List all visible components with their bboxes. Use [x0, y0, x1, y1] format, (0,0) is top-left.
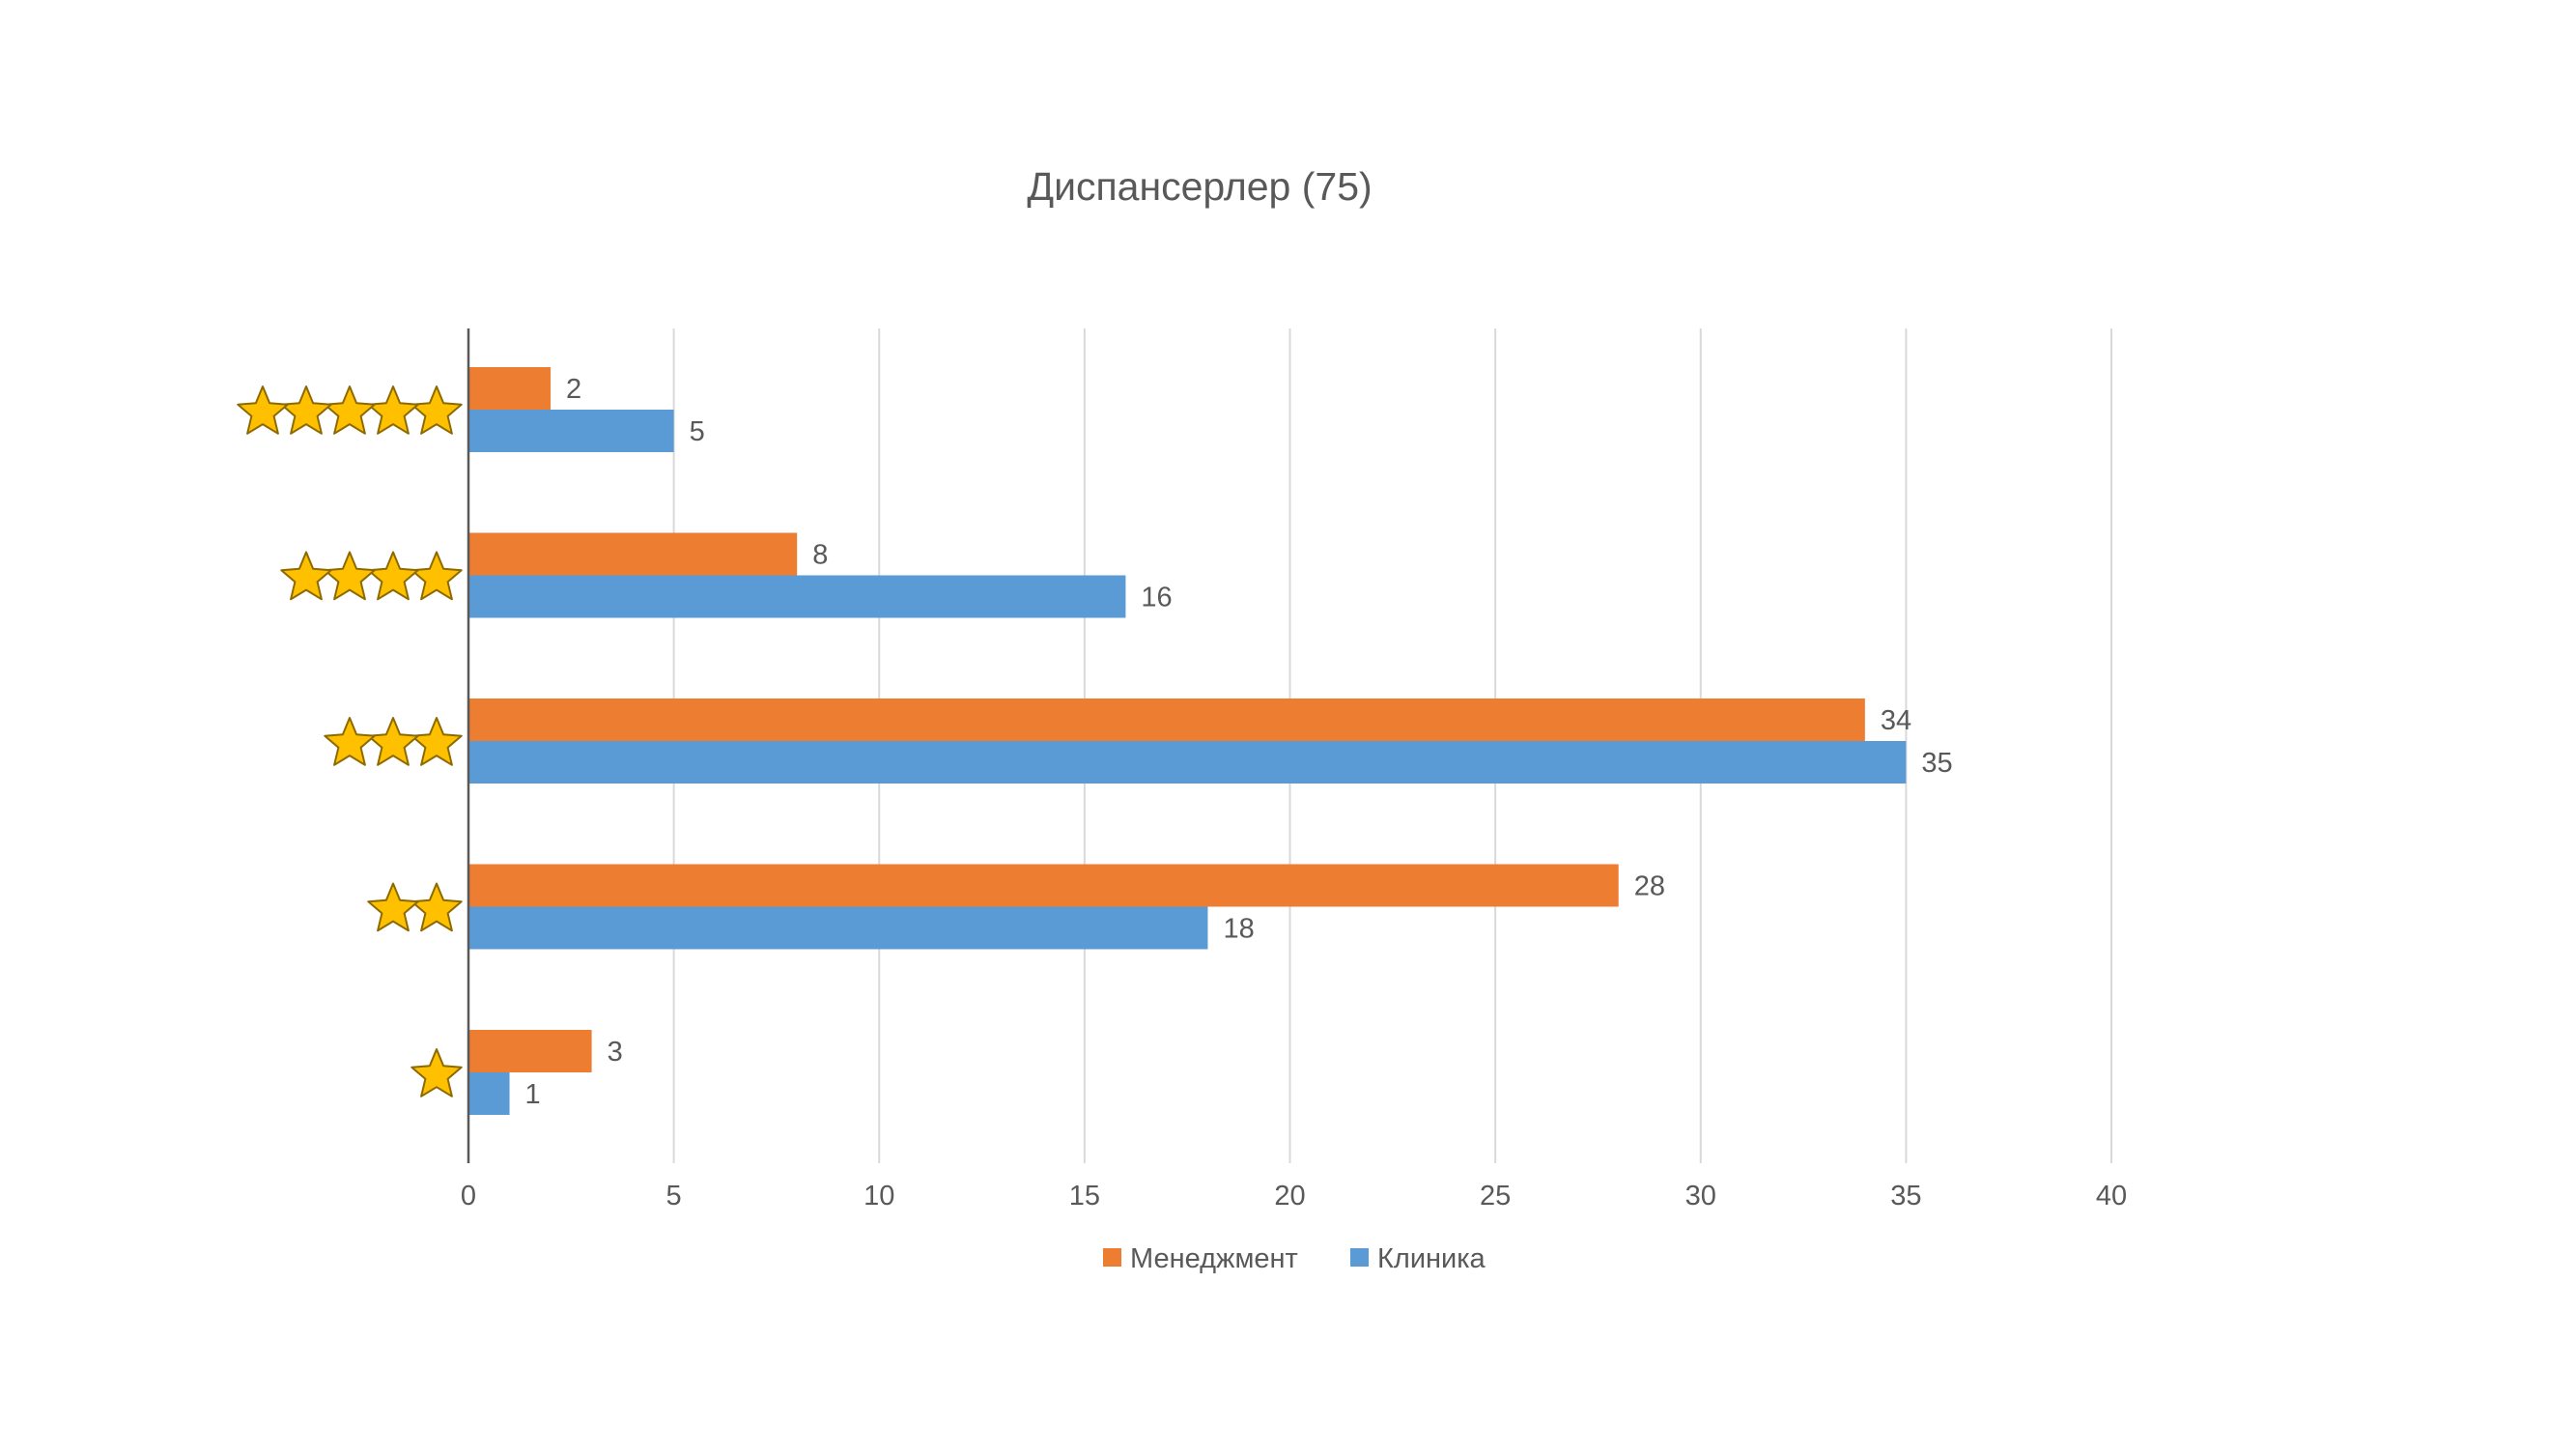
bar-clinic — [468, 741, 1907, 784]
x-tick-label: 20 — [1274, 1181, 1305, 1212]
star-icon — [410, 551, 463, 601]
legend[interactable]: Менеджмент Клиника — [1103, 1243, 1486, 1274]
legend-swatch — [1103, 1248, 1121, 1267]
bar-clinic — [468, 410, 674, 452]
data-label: 18 — [1223, 914, 1254, 945]
data-label: 16 — [1141, 583, 1172, 613]
star-icon — [367, 385, 419, 435]
bar-management — [468, 1030, 592, 1072]
star-icon — [410, 882, 463, 932]
star-icon — [367, 717, 419, 766]
star-icon — [324, 385, 376, 435]
legend-item-clinic[interactable]: Клиника — [1350, 1243, 1486, 1274]
star-icon — [324, 551, 376, 601]
x-tick-label: 30 — [1685, 1181, 1716, 1212]
data-label: 28 — [1634, 871, 1665, 902]
legend-label: Клиника — [1377, 1243, 1486, 1274]
legend-item-management[interactable]: Менеджмент — [1103, 1243, 1298, 1274]
star-icon — [324, 717, 376, 766]
star-icon — [410, 1048, 463, 1098]
star-icon — [410, 385, 463, 435]
data-label: 35 — [1921, 748, 1952, 779]
data-labels: 2 5 8 16 34 35 28 18 3 1 — [525, 374, 1953, 1110]
x-tick-label: 15 — [1069, 1181, 1100, 1212]
star-icon — [237, 385, 289, 435]
x-tick-label: 25 — [1480, 1181, 1511, 1212]
x-tick-label: 40 — [2096, 1181, 2127, 1212]
data-label: 8 — [812, 540, 828, 571]
star-icon — [280, 385, 332, 435]
chart-title: Диспансерлер (75) — [1027, 164, 1372, 209]
bar-clinic — [468, 575, 1126, 618]
category-stars — [237, 385, 463, 1098]
bar-management — [468, 367, 552, 410]
legend-swatch — [1350, 1248, 1369, 1267]
x-tick-label: 0 — [461, 1181, 476, 1212]
star-icon — [367, 882, 419, 932]
star-icon — [410, 717, 463, 766]
bar-management — [468, 698, 1865, 741]
x-tick-label: 5 — [666, 1181, 682, 1212]
data-label: 34 — [1881, 705, 1911, 736]
axes: 0 5 10 15 20 25 30 35 40 — [461, 328, 2127, 1212]
bars — [468, 367, 1907, 1115]
star-icon — [367, 551, 419, 601]
bar-management — [468, 864, 1619, 907]
data-label: 3 — [608, 1037, 623, 1068]
x-tick-label: 10 — [863, 1181, 894, 1212]
data-label: 5 — [690, 416, 705, 447]
legend-label: Менеджмент — [1130, 1243, 1298, 1274]
x-tick-label: 35 — [1890, 1181, 1921, 1212]
bar-clinic — [468, 906, 1208, 950]
data-label: 2 — [566, 374, 581, 405]
star-icon — [280, 551, 332, 601]
bar-clinic — [468, 1072, 510, 1115]
bar-management — [468, 532, 798, 576]
data-label: 1 — [525, 1079, 541, 1110]
